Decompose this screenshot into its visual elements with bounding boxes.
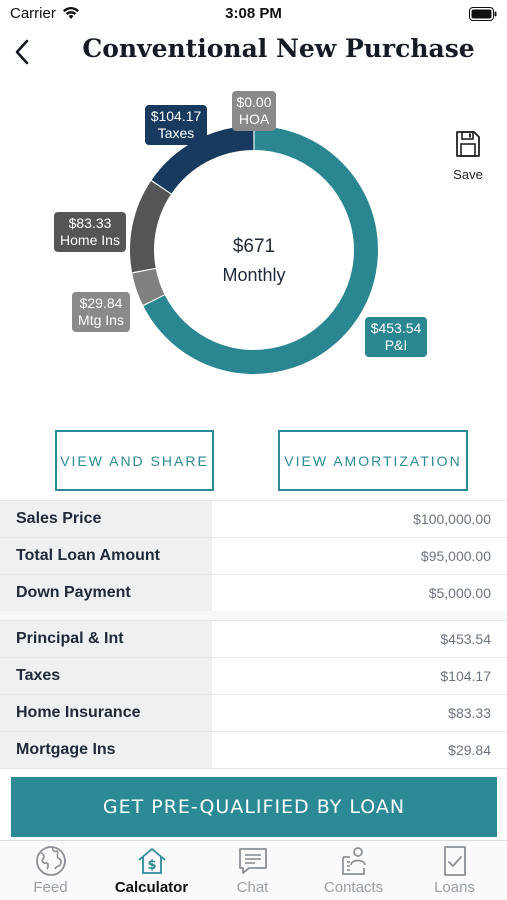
callout-amount: $0.00 — [236, 94, 271, 110]
callout-box — [232, 91, 276, 131]
callout-p-i: $453.54P&I — [365, 317, 427, 357]
callout-label: P&I — [385, 337, 408, 353]
callout-box — [145, 105, 207, 145]
save-button[interactable]: Save — [448, 130, 488, 182]
tab-label: Contacts — [323, 879, 384, 896]
callout-box — [54, 212, 126, 252]
callout-label: Taxes — [158, 125, 195, 141]
row-value: $453.54 — [440, 631, 491, 647]
donut-slice-taxes — [151, 126, 254, 194]
donut-slice-mtg-ins — [132, 268, 165, 305]
chat-bubble-icon — [238, 848, 267, 874]
navigation-bar: Conventional New Purchase — [0, 30, 507, 74]
tab-label: Chat — [236, 879, 269, 896]
get-pre-qualified-button[interactable]: GET PRE-QUALIFIED BY LOAN — [11, 777, 497, 837]
table-row: Principal & Int $453.54 — [0, 621, 507, 658]
table-row: Home Insurance $83.33 — [0, 695, 507, 732]
chart-center-label: Monthly — [222, 265, 285, 285]
tab-feed[interactable]: Feed — [0, 845, 101, 896]
table-row: Down Payment $5,000.00 — [0, 575, 507, 612]
wifi-icon — [63, 7, 79, 19]
callout-amount: $83.33 — [69, 215, 112, 231]
row-value: $104.17 — [440, 668, 491, 684]
svg-text:$: $ — [147, 858, 156, 873]
row-value: $95,000.00 — [420, 548, 491, 564]
table-row: Sales Price $100,000.00 — [0, 501, 507, 538]
loan-details-table: Sales Price $100,000.00 Total Loan Amoun… — [0, 500, 507, 612]
document-check-icon — [443, 846, 466, 876]
clock: 3:08 PM — [225, 5, 282, 22]
table-row: Total Loan Amount $95,000.00 — [0, 538, 507, 575]
tab-calculator[interactable]: $ Calculator — [101, 845, 202, 896]
tab-label: Feed — [33, 879, 68, 896]
chevron-left-icon[interactable] — [10, 36, 38, 68]
carrier-label: Carrier — [10, 5, 56, 22]
row-value: $29.84 — [448, 742, 491, 758]
payment-details-table: Principal & Int $453.54 Taxes $104.17 Ho… — [0, 620, 507, 769]
action-buttons: VIEW AND SHARE VIEW AMORTIZATION — [0, 430, 507, 492]
tab-bar: Feed $ Calculator Chat Contacts — [0, 840, 507, 900]
view-and-share-button[interactable]: VIEW AND SHARE — [55, 430, 214, 491]
tab-label: Calculator — [114, 879, 189, 896]
view-amortization-button[interactable]: VIEW AMORTIZATION — [278, 430, 468, 491]
callout-label: HOA — [239, 111, 270, 127]
table-row: Taxes $104.17 — [0, 658, 507, 695]
row-label: Taxes — [0, 658, 212, 694]
callout-box — [365, 317, 427, 357]
contacts-icon — [341, 847, 366, 875]
row-label: Principal & Int — [0, 621, 212, 657]
row-label: Total Loan Amount — [0, 538, 212, 574]
row-value: $5,000.00 — [428, 585, 491, 601]
tab-loans[interactable]: Loans — [404, 845, 505, 896]
battery-icon — [469, 7, 497, 21]
row-label: Home Insurance — [0, 695, 212, 731]
tab-contacts[interactable]: Contacts — [303, 845, 404, 896]
callout-amount: $29.84 — [80, 295, 123, 311]
table-row: Mortgage Ins $29.84 — [0, 732, 507, 769]
save-label: Save — [453, 167, 483, 182]
donut-slice-home-ins — [130, 181, 172, 273]
row-label: Mortgage Ins — [0, 732, 212, 768]
callout-label: Mtg Ins — [78, 312, 124, 328]
section-divider — [0, 611, 507, 620]
callout-label: Home Ins — [60, 232, 120, 248]
page-title: Conventional New Purchase — [82, 34, 475, 63]
donut-slice-p-i — [143, 126, 378, 374]
row-label: Down Payment — [0, 575, 212, 611]
status-bar: Carrier 3:08 PM — [0, 0, 507, 30]
row-value: $83.33 — [448, 705, 491, 721]
payment-breakdown-chart: $671 Monthly $453.54 P&I $29.84 Mtg Ins $83.… — [0, 80, 507, 400]
tab-chat[interactable]: Chat — [202, 845, 303, 896]
callout-box — [72, 292, 130, 332]
callout-amount: $453.54 — [371, 320, 422, 336]
callout-amount: $104.17 — [151, 108, 202, 124]
floppy-disk-icon — [456, 131, 480, 157]
house-dollar-icon: $ — [137, 848, 166, 874]
chart-center-amount: $671 — [233, 236, 275, 257]
row-label: Sales Price — [0, 501, 212, 537]
row-value: $100,000.00 — [413, 511, 491, 527]
tab-label: Loans — [434, 879, 475, 896]
globe-icon — [35, 846, 66, 876]
